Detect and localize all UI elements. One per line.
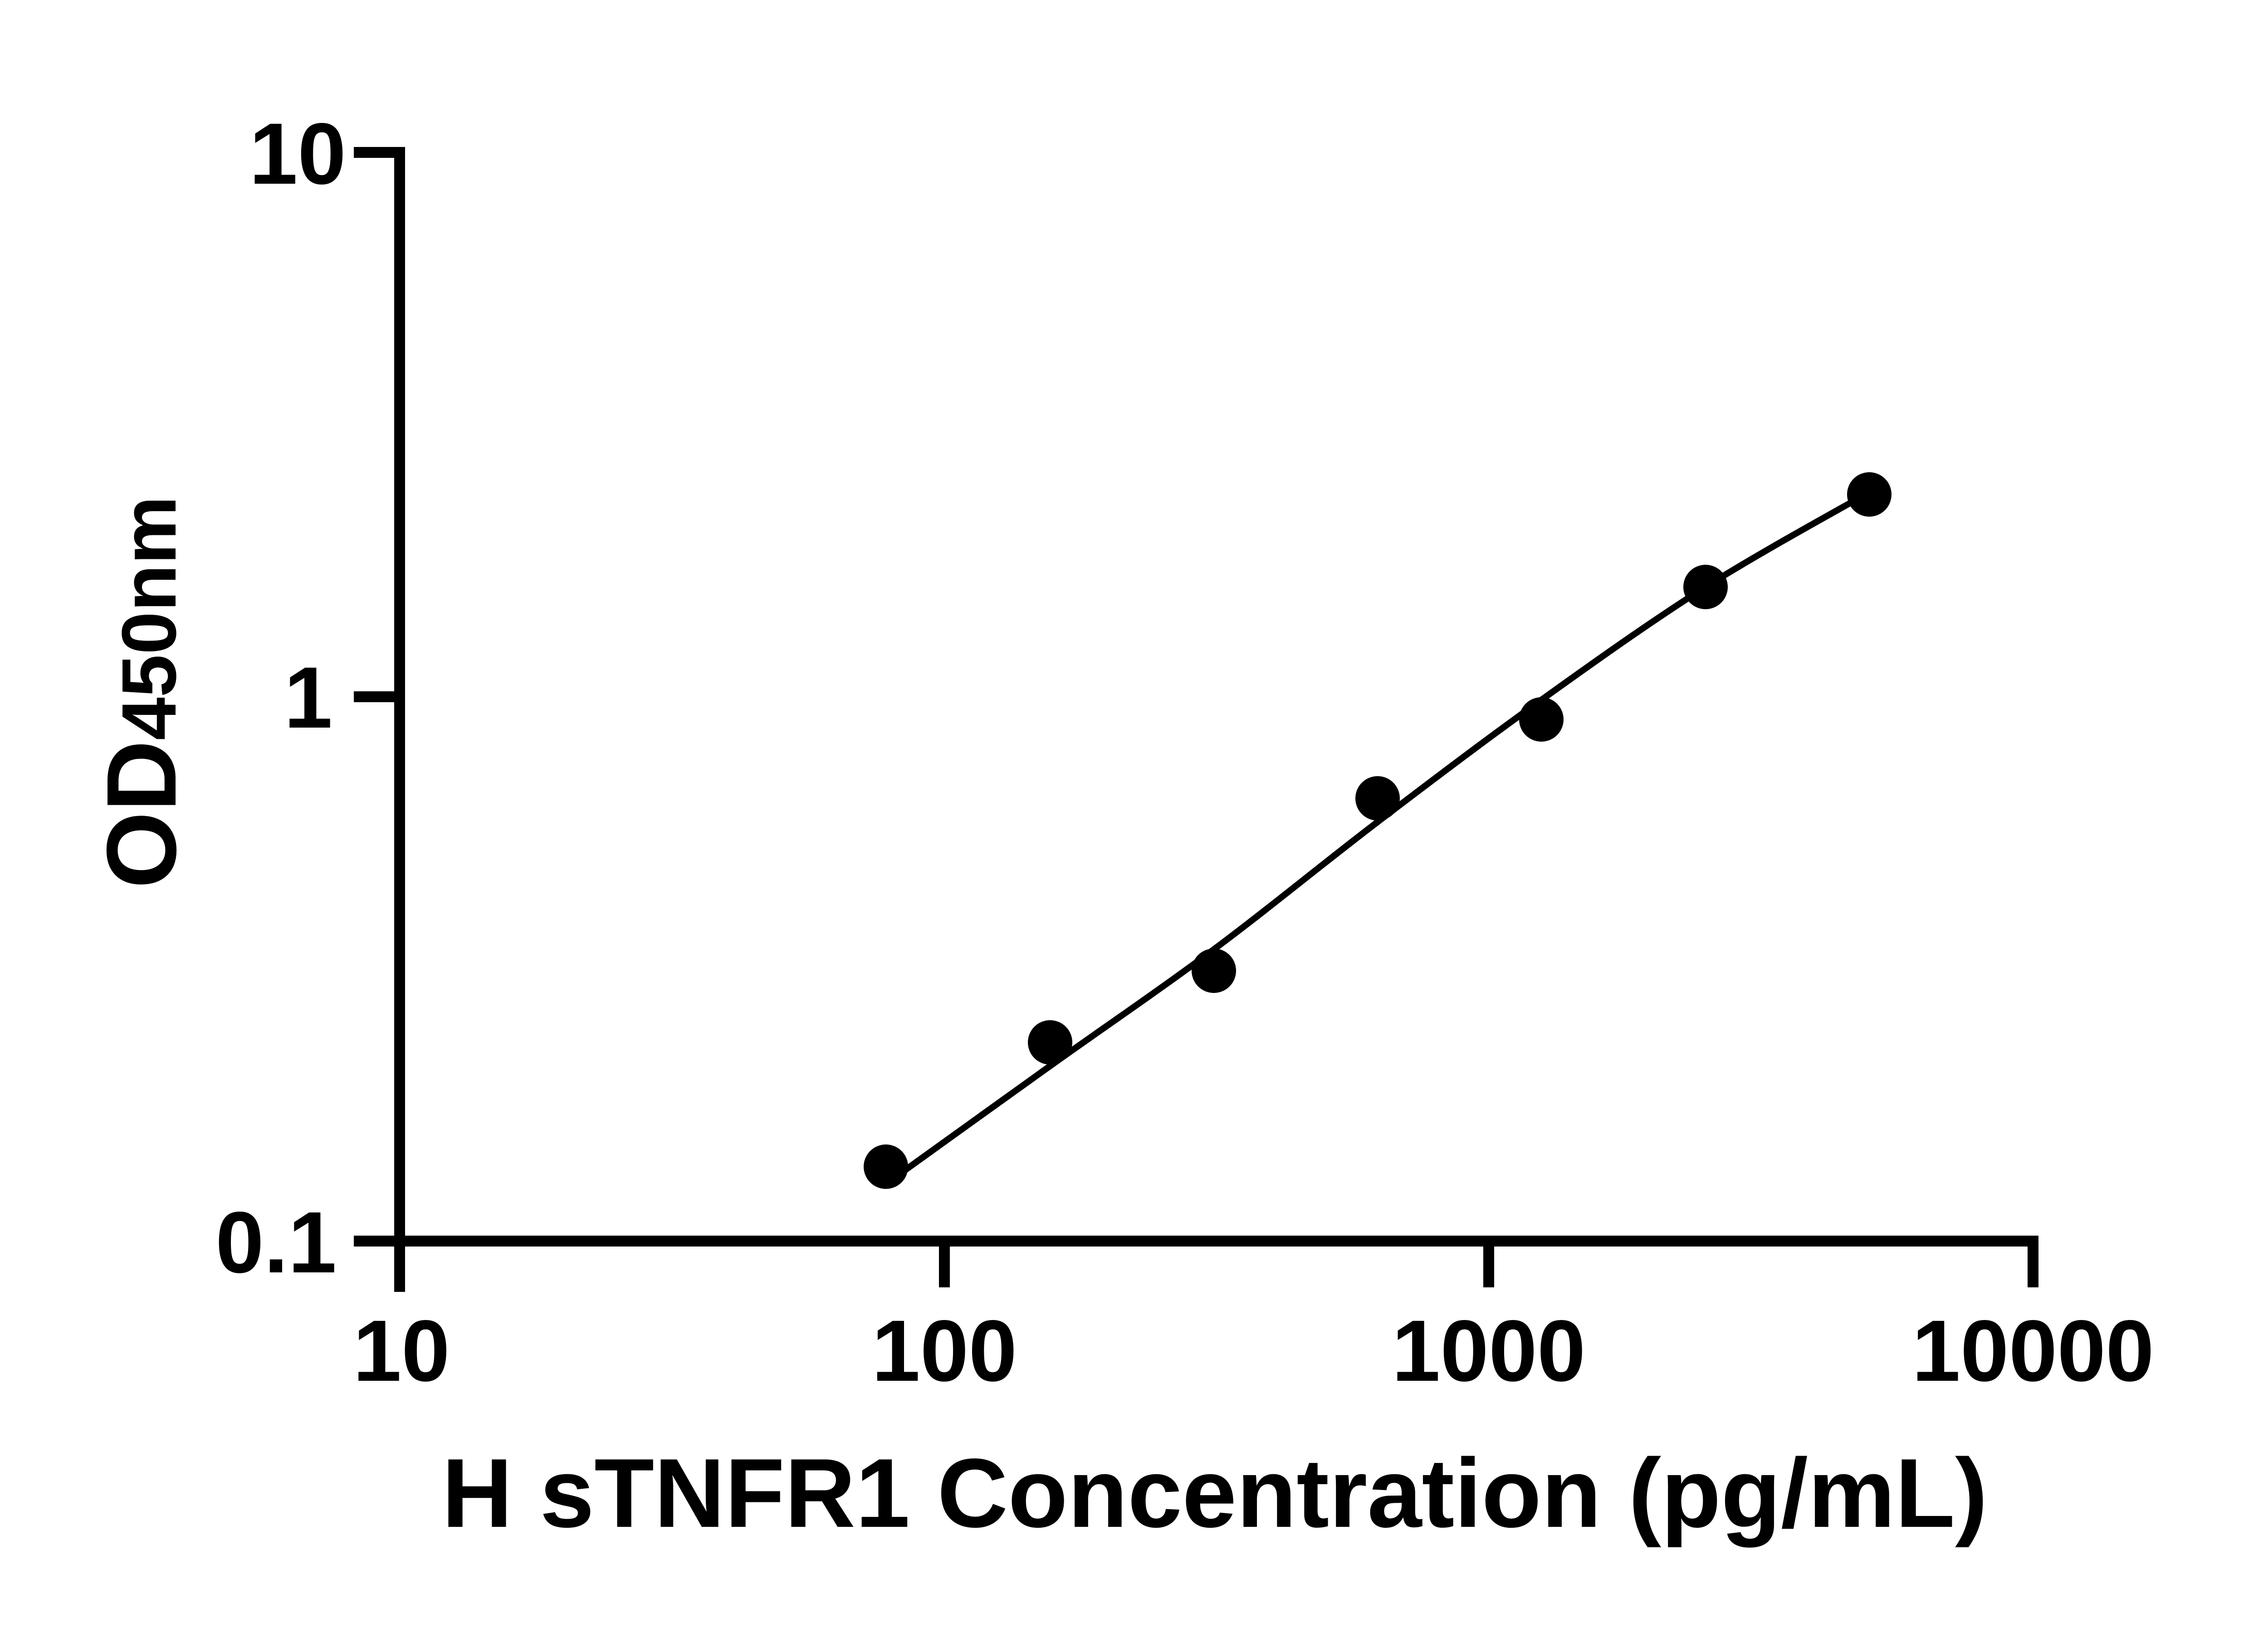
svg-text:1000: 1000 — [1392, 1302, 1585, 1399]
svg-text:1: 1 — [284, 649, 332, 746]
svg-text:100: 100 — [872, 1302, 1017, 1399]
svg-text:10: 10 — [353, 1302, 450, 1399]
svg-text:OD450nm: OD450nm — [87, 496, 197, 889]
svg-text:H sTNFR1 Concentration (pg/mL): H sTNFR1 Concentration (pg/mL) — [442, 1438, 1988, 1548]
svg-text:10: 10 — [249, 105, 346, 202]
svg-text:0.1: 0.1 — [215, 1193, 337, 1291]
svg-text:10000: 10000 — [1912, 1302, 2154, 1399]
